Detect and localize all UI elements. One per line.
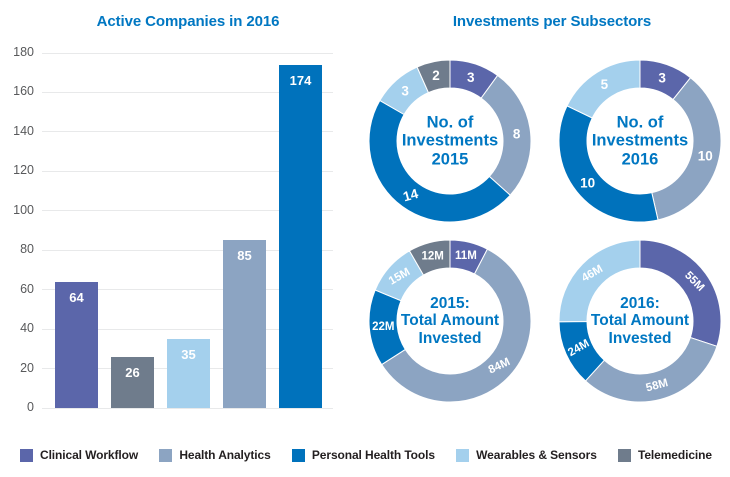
y-axis-tick-160: 160 <box>13 84 34 99</box>
bar-value-label: 35 <box>181 346 196 362</box>
donut-segment-value-label: 11M <box>455 250 477 262</box>
donut-center-line: 2015: <box>430 294 470 312</box>
gridline-160 <box>42 91 333 93</box>
donut-segment-value-label: 22M <box>372 321 394 333</box>
legend-swatch-icon <box>291 448 305 462</box>
donut-center-line: No. of <box>426 113 474 132</box>
donut-center-line: Investments <box>591 131 689 150</box>
bar-value-label: 26 <box>125 364 140 380</box>
donut-center-line: Invested <box>608 329 672 347</box>
gridline-120 <box>42 170 333 172</box>
donut-2-segment-telemedicine <box>408 239 451 276</box>
donut-segment-value-label: 3 <box>658 70 666 85</box>
legend-item-health-analytics: Health Analytics <box>159 448 271 462</box>
donut-center-line: Invested <box>418 329 482 347</box>
y-axis-tick-140: 140 <box>13 123 34 138</box>
bar-value-label: 85 <box>237 248 252 264</box>
donut-1-segment-personal-health-tools <box>558 105 659 223</box>
legend-label: Personal Health Tools <box>311 448 435 462</box>
legend-label: Telemedicine <box>638 448 712 462</box>
donut-center-label-no-of-investments-2015: No. of Investments 2015 <box>402 113 498 168</box>
gridline-0 <box>42 407 333 409</box>
legend-item-telemedicine: Telemedicine <box>618 448 712 462</box>
donut-segment-value-label: 10 <box>698 148 713 163</box>
donut-0-segment-telemedicine <box>416 59 451 94</box>
y-axis-tick-80: 80 <box>20 242 34 257</box>
gridline-140 <box>42 131 333 133</box>
legend-swatch-icon <box>456 448 470 462</box>
legend-label: Clinical Workflow <box>40 448 139 462</box>
donut-segment-value-label: 5 <box>601 77 609 92</box>
legend-item-clinical-workflow: Clinical Workflow <box>20 448 138 462</box>
donut-segment-value-label: 3 <box>467 70 475 85</box>
donut-center-line: Total Amount <box>400 312 500 330</box>
bar-personal-health-tools: 174 <box>279 64 322 408</box>
donut-charts-title: Investments per Subsectors <box>452 13 652 30</box>
gridline-60 <box>42 289 333 291</box>
donut-segment-value-label: 14 <box>401 186 420 205</box>
donut-center-label-2016-total-amount-invested: 2016: Total Amount Invested <box>591 295 689 347</box>
donut-center-line: Total Amount <box>590 312 690 330</box>
donut-segment-value-label: 3 <box>401 84 409 99</box>
donut-segment-value-label: 12M <box>421 250 443 262</box>
y-axis-tick-40: 40 <box>20 321 34 336</box>
donut-2-segment-health-analytics <box>380 248 532 403</box>
y-axis-tick-100: 100 <box>13 202 34 217</box>
donut-center-label-no-of-investments-2016: No. of Investments 2016 <box>592 113 688 168</box>
bar-value-label: 64 <box>69 289 84 305</box>
donut-3-segment-wearables-sensors <box>558 239 641 323</box>
y-axis-tick-60: 60 <box>20 281 34 296</box>
bar-chart-title: Active Companies in 2016 <box>96 13 280 30</box>
bar-health-analytics: 85 <box>223 240 266 408</box>
legend-swatch-icon <box>618 448 632 462</box>
donut-1-segment-wearables-sensors <box>566 59 641 119</box>
gridline-100 <box>42 210 333 212</box>
chart-legend: Clinical Workflow Health Analytics Persona… <box>20 448 712 462</box>
donut-center-label-2015-total-amount-invested: 2015: Total Amount Invested <box>401 295 499 347</box>
legend-item-personal-health-tools: Personal Health Tools <box>291 448 435 462</box>
donut-center-line: 2015 <box>431 150 469 169</box>
bar-value-label: 174 <box>289 72 312 88</box>
legend-item-wearables-sensors: Wearables & Sensors <box>456 448 597 462</box>
donut-center-line: Investments <box>401 131 499 150</box>
y-axis-tick-20: 20 <box>20 360 34 375</box>
bar-chart-plot: 0 20 40 60 80 100 120 140 160 180 64 26 35 85 174 <box>13 45 333 414</box>
y-axis-tick-180: 180 <box>13 45 34 59</box>
donut-center-line: No. of <box>616 113 664 132</box>
donut-0-segment-personal-health-tools <box>368 99 511 223</box>
gridline-40 <box>42 328 333 330</box>
y-axis-tick-120: 120 <box>13 163 34 178</box>
legend-label: Wearables & Sensors <box>476 448 597 462</box>
legend-swatch-icon <box>159 448 173 462</box>
legend-swatch-icon <box>20 448 33 462</box>
bar-wearables-sensors: 35 <box>167 338 210 408</box>
bar-clinical-workflow: 64 <box>55 281 98 408</box>
donut-center-line: 2016 <box>621 150 659 169</box>
bar-telemedicine: 26 <box>111 356 154 408</box>
y-axis-tick-0: 0 <box>27 400 34 414</box>
donut-segment-value-label: 10 <box>580 175 595 190</box>
donut-segment-value-label: 2 <box>432 68 440 83</box>
donut-segment-value-label: 58M <box>645 377 670 394</box>
donut-1-segment-health-analytics <box>651 76 722 221</box>
legend-label: Health Analytics <box>179 448 271 462</box>
donut-center-line: 2016: <box>620 294 660 312</box>
donut-segment-value-label: 8 <box>513 126 521 141</box>
gridline-80 <box>42 249 333 251</box>
gridline-180 <box>42 52 333 54</box>
